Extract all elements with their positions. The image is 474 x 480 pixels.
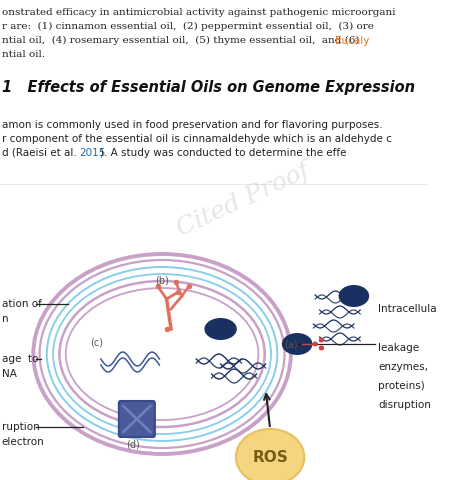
Text: r component of the essential oil is cinnamaldehyde which is an aldehyde c: r component of the essential oil is cinn… bbox=[2, 134, 392, 144]
Text: leakage: leakage bbox=[378, 342, 419, 352]
Text: ruption: ruption bbox=[2, 421, 39, 431]
Text: NA: NA bbox=[2, 368, 17, 378]
Text: electron: electron bbox=[2, 436, 45, 446]
Text: ntial oil.: ntial oil. bbox=[2, 50, 45, 59]
Text: ntial oil,  (4) rosemary essential oil,  (5) thyme essential oil,  and (6): ntial oil, (4) rosemary essential oil, (… bbox=[2, 36, 363, 45]
Text: ation of: ation of bbox=[2, 299, 42, 308]
Text: 2015: 2015 bbox=[79, 148, 106, 157]
FancyBboxPatch shape bbox=[119, 401, 155, 437]
Text: onstrated efficacy in antimicrobial activity against pathogenic microorgani: onstrated efficacy in antimicrobial acti… bbox=[2, 8, 395, 17]
Ellipse shape bbox=[338, 286, 369, 307]
Ellipse shape bbox=[236, 429, 304, 480]
Ellipse shape bbox=[312, 342, 318, 347]
Text: disruption: disruption bbox=[378, 399, 431, 409]
Text: proteins): proteins) bbox=[378, 380, 425, 390]
Text: (c): (c) bbox=[90, 337, 103, 347]
Text: (a): (a) bbox=[283, 339, 297, 349]
Text: Intracellula: Intracellula bbox=[378, 303, 437, 313]
Text: (d): (d) bbox=[127, 439, 140, 449]
Text: 1   Effects of Essential Oils on Genome Expression: 1 Effects of Essential Oils on Genome Ex… bbox=[2, 80, 415, 95]
Text: r are:  (1) cinnamon essential oil,  (2) peppermint essential oil,  (3) ore: r are: (1) cinnamon essential oil, (2) p… bbox=[2, 22, 374, 31]
Text: (b): (b) bbox=[155, 276, 169, 286]
Text: amon is commonly used in food preservation and for flavoring purposes.: amon is commonly used in food preservati… bbox=[2, 120, 383, 130]
Text: ). A study was conducted to determine the effe: ). A study was conducted to determine th… bbox=[100, 148, 346, 157]
Text: age  to: age to bbox=[2, 353, 38, 363]
Text: Cited Proof: Cited Proof bbox=[173, 159, 313, 240]
Text: d (Raeisi et al.: d (Raeisi et al. bbox=[2, 148, 80, 157]
Ellipse shape bbox=[204, 318, 237, 340]
Text: Eucaly: Eucaly bbox=[335, 36, 369, 46]
Text: ROS: ROS bbox=[252, 450, 288, 465]
Ellipse shape bbox=[282, 333, 312, 355]
Text: enzymes,: enzymes, bbox=[378, 361, 428, 371]
Ellipse shape bbox=[319, 346, 324, 351]
Text: n: n bbox=[2, 313, 9, 324]
Ellipse shape bbox=[319, 338, 324, 343]
